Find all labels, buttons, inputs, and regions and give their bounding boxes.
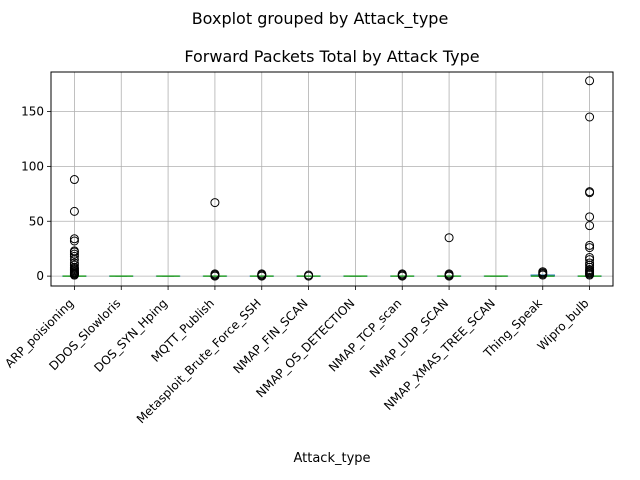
flier-point <box>538 267 548 277</box>
flier-point <box>585 112 595 122</box>
flier-point <box>304 270 314 280</box>
flier-point <box>585 243 595 253</box>
flier-point <box>397 269 407 279</box>
flier-point <box>585 76 595 86</box>
flier-point <box>69 206 79 216</box>
y-tick-label: 50 <box>29 214 44 228</box>
flier-point <box>69 251 79 261</box>
flier-point <box>69 234 79 244</box>
flier-point <box>444 233 454 243</box>
x-axis-label: Attack_type <box>293 451 370 466</box>
chart-title: Forward Packets Total by Attack Type <box>184 47 479 66</box>
flier-point <box>585 187 595 197</box>
flier-point <box>69 246 79 256</box>
x-axis: ARP_poisioningDDOS_SlowlorisDOS_SYN_Hpin… <box>2 286 592 426</box>
y-tick-label: 0 <box>36 269 44 283</box>
y-tick-label: 100 <box>21 159 44 173</box>
plot-frame <box>50 71 614 287</box>
flier-point <box>69 258 79 268</box>
flier-point <box>210 198 220 208</box>
y-axis: 0 50 100 150 <box>21 105 51 283</box>
flier-point <box>585 255 595 265</box>
flier-point <box>585 252 595 262</box>
flier-group <box>69 76 595 281</box>
flier-point <box>69 260 79 270</box>
flier-point <box>69 236 79 246</box>
flier-point <box>69 249 79 259</box>
flier-point <box>210 269 220 279</box>
x-tick-label: NMAP_UDP_SCAN <box>367 296 451 380</box>
flier-point <box>585 240 595 250</box>
figure-suptitle: Boxplot grouped by Attack_type <box>192 9 449 29</box>
flier-point <box>585 212 595 222</box>
flier-point <box>69 175 79 185</box>
flier-point <box>585 221 595 231</box>
flier-point <box>585 265 595 275</box>
flier-point <box>444 269 454 279</box>
y-tick-label: 150 <box>21 105 44 119</box>
flier-point <box>585 258 595 268</box>
grid-lines <box>51 72 613 286</box>
flier-point <box>257 269 267 279</box>
